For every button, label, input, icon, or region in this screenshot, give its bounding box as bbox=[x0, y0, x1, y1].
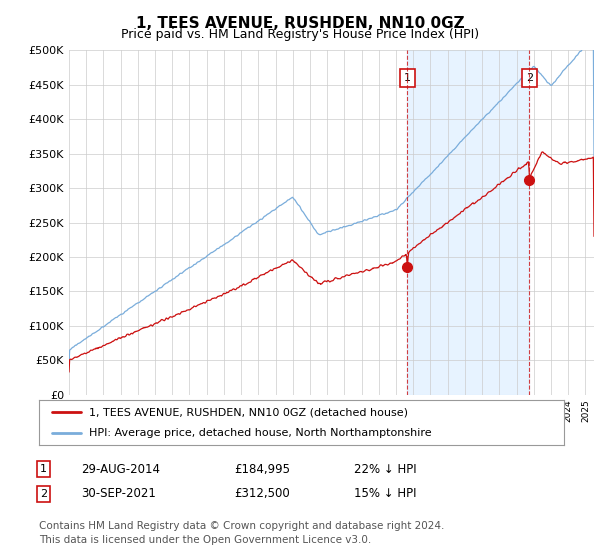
Text: 30-SEP-2021: 30-SEP-2021 bbox=[81, 487, 156, 501]
Text: Contains HM Land Registry data © Crown copyright and database right 2024.
This d: Contains HM Land Registry data © Crown c… bbox=[39, 521, 445, 545]
Text: 22% ↓ HPI: 22% ↓ HPI bbox=[354, 463, 416, 476]
Text: 15% ↓ HPI: 15% ↓ HPI bbox=[354, 487, 416, 501]
Text: 2: 2 bbox=[526, 73, 533, 83]
Text: Price paid vs. HM Land Registry's House Price Index (HPI): Price paid vs. HM Land Registry's House … bbox=[121, 28, 479, 41]
Text: HPI: Average price, detached house, North Northamptonshire: HPI: Average price, detached house, Nort… bbox=[89, 428, 431, 438]
Text: 1, TEES AVENUE, RUSHDEN, NN10 0GZ: 1, TEES AVENUE, RUSHDEN, NN10 0GZ bbox=[136, 16, 464, 31]
Text: 2: 2 bbox=[40, 489, 47, 499]
Bar bbox=[407, 50, 529, 395]
Text: 29-AUG-2014: 29-AUG-2014 bbox=[81, 463, 160, 476]
Text: 1: 1 bbox=[404, 73, 411, 83]
Text: £312,500: £312,500 bbox=[234, 487, 290, 501]
Text: 1, TEES AVENUE, RUSHDEN, NN10 0GZ (detached house): 1, TEES AVENUE, RUSHDEN, NN10 0GZ (detac… bbox=[89, 408, 408, 418]
Text: 1: 1 bbox=[40, 464, 47, 474]
Text: £184,995: £184,995 bbox=[234, 463, 290, 476]
